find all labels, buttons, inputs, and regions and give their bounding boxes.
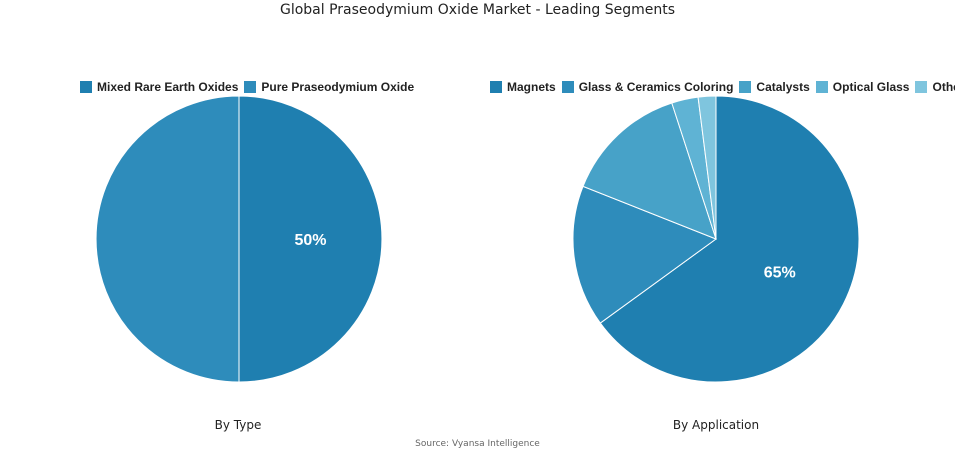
legend-item[interactable]: Glass & Ceramics Coloring xyxy=(561,80,734,94)
chart-title: Global Praseodymium Oxide Market - Leadi… xyxy=(279,2,676,18)
legend-label: Magnets xyxy=(507,80,556,94)
legend-swatch xyxy=(739,81,752,93)
pie-slice-others[interactable] xyxy=(697,95,717,240)
legend-item[interactable]: Magnets xyxy=(490,80,556,94)
legend-by-application: Magnets Glass & Ceramics Coloring Catalyst… xyxy=(490,80,955,94)
data-label: 65% xyxy=(764,264,796,281)
legend-swatch xyxy=(815,81,828,93)
legend-item[interactable]: Others xyxy=(915,80,955,94)
pie-slice-magnets[interactable] xyxy=(599,95,860,383)
legend-item[interactable]: Optical Glass xyxy=(815,80,910,94)
legend-swatch xyxy=(915,81,928,93)
legend-item[interactable]: Catalysts xyxy=(739,80,810,94)
legend-label: Pure Praseodymium Oxide xyxy=(261,80,415,94)
legend-item[interactable]: Mixed Rare Earth Oxides xyxy=(80,80,238,94)
legend-label: Glass & Ceramics Coloring xyxy=(578,80,734,94)
legend-swatch xyxy=(490,81,502,93)
subtitle-by-type: By Type xyxy=(214,418,262,432)
pie-slice-glass-ceramics-coloring[interactable] xyxy=(572,185,718,324)
legend-label: Mixed Rare Earth Oxides xyxy=(97,80,239,94)
data-label: 50% xyxy=(294,232,326,249)
pie-slice-mixed-rare-earth-oxides[interactable] xyxy=(238,95,383,383)
legend-label: Others xyxy=(932,80,955,94)
legend-item[interactable]: Pure Praseodymium Oxide xyxy=(244,80,414,94)
legend-by-type: Mixed Rare Earth Oxides Pure Praseodymium… xyxy=(80,80,414,94)
legend-swatch xyxy=(561,81,574,93)
subtitle-by-application: By Application xyxy=(672,418,760,432)
legend-label: Catalysts xyxy=(756,80,810,94)
legend-swatch xyxy=(244,81,257,93)
legend-swatch xyxy=(80,81,92,93)
source-note: Source: Vyansa Intelligence xyxy=(415,439,540,449)
legend-label: Optical Glass xyxy=(832,80,910,94)
pie-slice-pure-praseodymium-oxide[interactable] xyxy=(95,95,240,383)
